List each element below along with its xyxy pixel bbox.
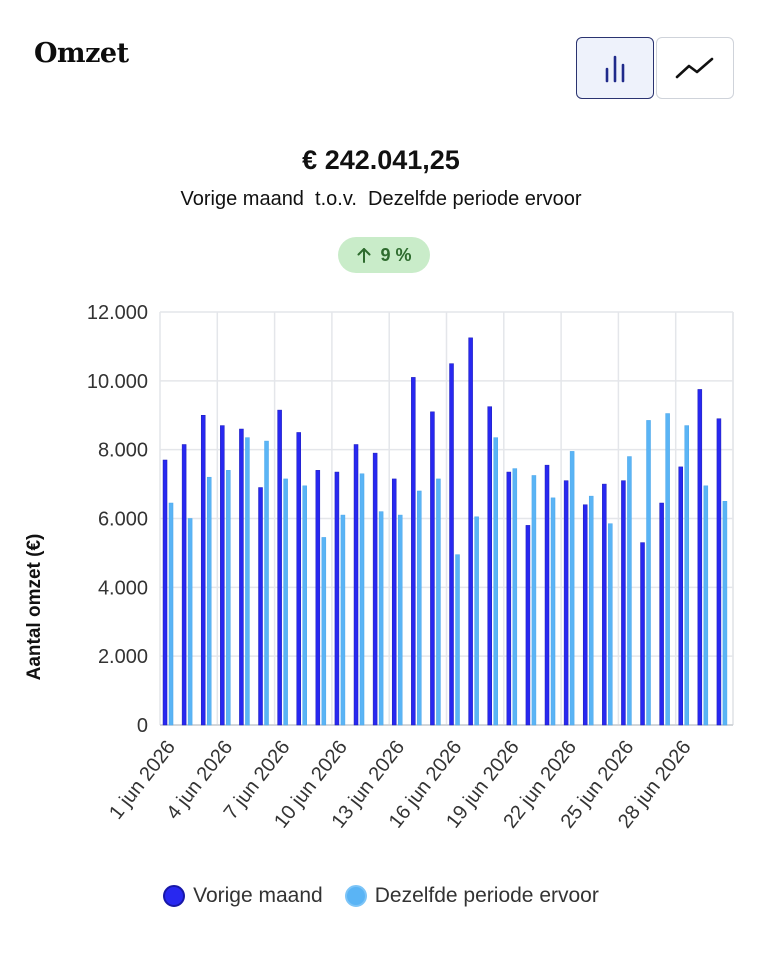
- chart-grid: [159, 311, 734, 726]
- y-tick-label: 2.000: [98, 646, 148, 668]
- bar-vorige-maand[interactable]: [468, 337, 473, 726]
- y-tick-label: 6.000: [98, 509, 148, 531]
- bar-vorige-maand[interactable]: [372, 452, 378, 726]
- bar-dezelfde-periode[interactable]: [474, 516, 479, 726]
- bar-vorige-maand[interactable]: [181, 444, 187, 726]
- bar-vorige-maand[interactable]: [334, 471, 340, 726]
- bar-chart-icon: [605, 55, 625, 83]
- revenue-bar-chart: Aantal omzet (€) 0 2.000 4.000 6.000 8.000 10…: [24, 302, 734, 833]
- change-value: 9 %: [380, 244, 412, 265]
- bar-dezelfde-periode[interactable]: [321, 537, 327, 726]
- bar-vorige-maand[interactable]: [258, 487, 263, 726]
- y-axis-label: Aantal omzet (€): [24, 534, 45, 681]
- legend-swatch-vorige-maand: [163, 885, 186, 907]
- bar-vorige-maand[interactable]: [430, 411, 435, 726]
- bar-vorige-maand[interactable]: [239, 428, 244, 726]
- bar-vorige-maand[interactable]: [697, 389, 703, 726]
- bar-vorige-maand[interactable]: [659, 502, 664, 726]
- bar-dezelfde-periode[interactable]: [550, 497, 556, 726]
- bar-dezelfde-periode[interactable]: [302, 485, 307, 726]
- legend-swatch-dezelfde-periode: [344, 885, 367, 907]
- bar-dezelfde-periode[interactable]: [531, 475, 537, 726]
- bar-dezelfde-periode[interactable]: [206, 476, 212, 726]
- bar-dezelfde-periode[interactable]: [684, 425, 689, 726]
- bar-vorige-maand[interactable]: [525, 525, 531, 726]
- bar-vorige-maand[interactable]: [353, 444, 359, 726]
- y-axis-ticks: 0 2.000 4.000 6.000 8.000 10.000 12.000: [87, 302, 148, 737]
- bar-dezelfde-periode[interactable]: [569, 451, 575, 726]
- y-tick-label: 4.000: [98, 577, 148, 599]
- bar-vorige-maand[interactable]: [602, 483, 607, 726]
- bar-dezelfde-periode[interactable]: [245, 437, 250, 726]
- bar-dezelfde-periode[interactable]: [646, 420, 651, 726]
- bar-vorige-maand[interactable]: [678, 466, 683, 726]
- y-tick-label: 10.000: [87, 371, 148, 393]
- bar-dezelfde-periode[interactable]: [283, 478, 288, 726]
- bar-dezelfde-periode[interactable]: [703, 485, 709, 726]
- bar-dezelfde-periode[interactable]: [226, 470, 231, 726]
- bar-vorige-maand[interactable]: [277, 409, 282, 726]
- bar-vorige-maand[interactable]: [200, 415, 206, 726]
- legend-label-dezelfde-periode: Dezelfde periode ervoor: [374, 884, 599, 907]
- bar-vorige-maand[interactable]: [449, 363, 454, 726]
- bar-vorige-maand[interactable]: [563, 480, 569, 726]
- bar-vorige-maand[interactable]: [621, 480, 626, 726]
- y-tick-label: 12.000: [87, 302, 148, 324]
- bar-vorige-maand[interactable]: [487, 406, 492, 726]
- bar-vorige-maand[interactable]: [640, 542, 645, 726]
- page-title: Omzet: [34, 38, 129, 69]
- legend-item-vorige-maand[interactable]: Vorige maand: [163, 884, 323, 908]
- bar-dezelfde-periode[interactable]: [455, 554, 460, 726]
- bar-dezelfde-periode[interactable]: [493, 437, 498, 726]
- bar-dezelfde-periode[interactable]: [359, 473, 365, 726]
- bar-vorige-maand[interactable]: [506, 471, 512, 726]
- bar-dezelfde-periode[interactable]: [608, 523, 613, 726]
- bar-dezelfde-periode[interactable]: [588, 495, 594, 726]
- comparison-text: Vorige maand t.o.v. Dezelfde periode erv…: [180, 188, 582, 210]
- bar-vorige-maand[interactable]: [296, 432, 301, 726]
- bar-vorige-maand[interactable]: [582, 504, 588, 726]
- bar-dezelfde-periode[interactable]: [378, 511, 384, 726]
- bar-vorige-maand[interactable]: [220, 425, 225, 726]
- bar-dezelfde-periode[interactable]: [436, 478, 441, 726]
- bar-vorige-maand[interactable]: [411, 377, 416, 726]
- bar-dezelfde-periode[interactable]: [187, 518, 193, 726]
- change-badge: 9 %: [338, 237, 430, 273]
- bar-dezelfde-periode[interactable]: [627, 456, 632, 726]
- arrow-up-icon: [357, 248, 371, 263]
- legend-item-dezelfde-periode[interactable]: Dezelfde periode ervoor: [344, 884, 599, 908]
- chart-legend: Vorige maand Dezelfde periode ervoor: [0, 884, 762, 908]
- line-chart-toggle-button[interactable]: [656, 37, 734, 99]
- bar-dezelfde-periode[interactable]: [722, 501, 728, 726]
- bar-dezelfde-periode[interactable]: [512, 468, 518, 726]
- bar-chart-toggle-button[interactable]: [576, 37, 654, 99]
- chart-bars: [162, 337, 728, 726]
- bar-dezelfde-periode[interactable]: [168, 502, 174, 726]
- bar-dezelfde-periode[interactable]: [665, 413, 670, 726]
- bar-dezelfde-periode[interactable]: [264, 440, 269, 726]
- line-chart-icon: [675, 57, 714, 79]
- y-tick-label: 0: [137, 715, 148, 737]
- y-tick-label: 8.000: [98, 440, 148, 462]
- total-revenue: € 242.041,25: [302, 145, 460, 175]
- legend-label-vorige-maand: Vorige maand: [193, 884, 323, 907]
- bar-dezelfde-periode[interactable]: [417, 490, 422, 726]
- bar-vorige-maand[interactable]: [391, 478, 397, 726]
- bar-vorige-maand[interactable]: [716, 418, 722, 726]
- bar-vorige-maand[interactable]: [315, 470, 321, 726]
- bar-dezelfde-periode[interactable]: [340, 514, 346, 726]
- bar-dezelfde-periode[interactable]: [397, 514, 403, 726]
- bar-vorige-maand[interactable]: [544, 464, 550, 726]
- bar-vorige-maand[interactable]: [162, 459, 168, 726]
